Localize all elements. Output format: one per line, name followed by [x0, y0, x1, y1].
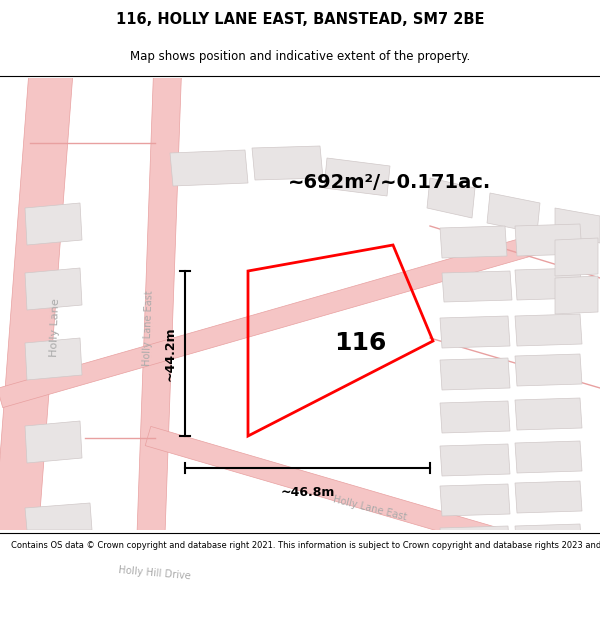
Text: 116: 116	[334, 331, 386, 355]
Polygon shape	[555, 208, 600, 243]
Text: Holly Lane East: Holly Lane East	[142, 290, 154, 366]
Polygon shape	[555, 276, 598, 314]
Polygon shape	[555, 238, 598, 276]
Polygon shape	[440, 444, 510, 476]
Polygon shape	[25, 203, 82, 245]
Polygon shape	[25, 503, 92, 530]
Text: ~46.8m: ~46.8m	[280, 486, 335, 499]
Polygon shape	[427, 178, 475, 218]
Text: Holly Lane East: Holly Lane East	[332, 494, 408, 522]
Text: 116, HOLLY LANE EAST, BANSTEAD, SM7 2BE: 116, HOLLY LANE EAST, BANSTEAD, SM7 2BE	[116, 12, 484, 27]
Polygon shape	[442, 271, 512, 302]
Polygon shape	[515, 398, 582, 430]
Polygon shape	[515, 524, 582, 556]
Polygon shape	[440, 358, 510, 390]
Text: ~692m²/~0.171ac.: ~692m²/~0.171ac.	[289, 174, 491, 192]
Polygon shape	[515, 481, 582, 513]
Text: Holly Hill Drive: Holly Hill Drive	[118, 565, 191, 581]
Polygon shape	[440, 316, 510, 348]
Polygon shape	[25, 421, 82, 463]
Text: Map shows position and indicative extent of the property.: Map shows position and indicative extent…	[130, 49, 470, 62]
Polygon shape	[25, 268, 82, 310]
Polygon shape	[134, 58, 182, 619]
Polygon shape	[0, 216, 600, 408]
Text: Contains OS data © Crown copyright and database right 2021. This information is : Contains OS data © Crown copyright and d…	[11, 541, 600, 551]
Polygon shape	[515, 268, 582, 300]
Polygon shape	[0, 56, 74, 619]
Polygon shape	[324, 158, 390, 196]
Polygon shape	[487, 193, 540, 233]
Polygon shape	[515, 314, 582, 346]
Polygon shape	[515, 224, 582, 256]
Polygon shape	[440, 401, 510, 433]
Polygon shape	[440, 226, 507, 258]
Text: Holly Lane: Holly Lane	[49, 299, 61, 358]
Polygon shape	[25, 338, 82, 380]
Polygon shape	[440, 526, 510, 558]
Polygon shape	[515, 354, 582, 386]
Text: ~44.2m: ~44.2m	[164, 326, 177, 381]
Polygon shape	[252, 146, 323, 180]
Polygon shape	[145, 426, 600, 578]
Polygon shape	[515, 441, 582, 473]
Polygon shape	[440, 484, 510, 516]
Polygon shape	[0, 576, 341, 620]
Polygon shape	[170, 150, 248, 186]
